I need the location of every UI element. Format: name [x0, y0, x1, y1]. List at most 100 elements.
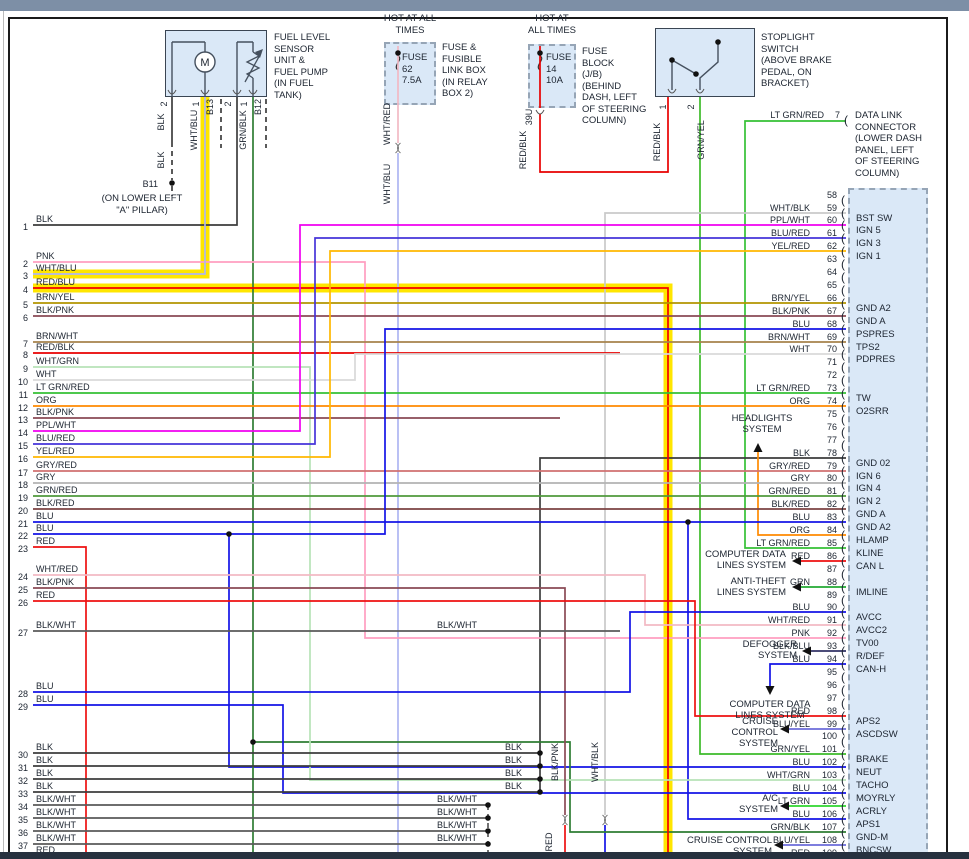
wire-color-label: WHT/GRN	[36, 356, 79, 366]
junction-dot	[669, 57, 675, 63]
junction-dot	[537, 789, 543, 795]
fuel-unit-internal-wires	[171, 41, 254, 97]
junction-dot	[250, 739, 256, 745]
wire-color-label: BLK	[505, 755, 522, 765]
junction-dot	[395, 50, 401, 56]
circuit-number: 32	[18, 776, 28, 786]
circuit-number: 4	[23, 285, 28, 295]
pin-number: 91	[827, 615, 837, 625]
pin-bracket-icon: (	[841, 580, 845, 594]
pin-number: 81	[827, 486, 837, 496]
wire	[33, 600, 846, 717]
pin-function-label: MOYRLY	[856, 793, 896, 804]
pin-bracket-icon: (	[841, 618, 845, 632]
wire-color-label: BLU	[792, 757, 810, 767]
circuit-number: 5	[23, 300, 28, 310]
pin-number: 107	[822, 822, 837, 832]
pin-number: 59	[827, 203, 837, 213]
wire-color-label: RED	[36, 536, 56, 546]
wire-color-label: ORG	[789, 396, 810, 406]
pin-bracket-icon: (	[841, 747, 845, 761]
pin-bracket-icon: (	[841, 825, 845, 839]
circuit-number: 18	[18, 480, 28, 490]
wire-color-label: BLK/WHT	[36, 620, 77, 630]
junction-dot	[537, 750, 543, 756]
wire-color-label: BLU/YEL	[773, 835, 810, 845]
wire-color-label: BLK/WHT	[437, 620, 478, 630]
wire	[33, 261, 846, 639]
wire-color-label: RED	[36, 845, 56, 855]
wire-color-label: BLK/PNK	[36, 407, 74, 417]
pin-bracket-icon: (	[841, 425, 845, 439]
pin-bracket-icon: (	[841, 464, 845, 478]
fuse-14-box	[528, 44, 576, 108]
stoplight-switch-contacts-icon	[671, 42, 719, 90]
pin-bracket-icon: (	[841, 812, 845, 826]
pin-function-label: BST SW	[856, 213, 892, 224]
junction-dot	[169, 180, 175, 186]
wire-color-label: BRN/YEL	[36, 292, 75, 302]
rotated-wire-label: WHT/RED	[382, 103, 392, 145]
wire-color-label: BLK	[36, 768, 53, 778]
pin-bracket-icon: (	[841, 244, 845, 258]
circuit-number: 17	[18, 468, 28, 478]
wire-color-label: GRN/RED	[36, 485, 78, 495]
misc-label: LT GRN/RED	[770, 110, 824, 120]
rotated-wire-label: BLK/PNK	[550, 743, 560, 781]
pin-bracket-icon: (	[841, 335, 845, 349]
highlight-trace	[33, 283, 673, 859]
pin-bracket-icon: (	[841, 786, 845, 800]
pin-number: 76	[827, 422, 837, 432]
pin-number: 86	[827, 551, 837, 561]
pin-number: 103	[822, 770, 837, 780]
wire	[33, 574, 846, 626]
wire-color-label: BLK	[505, 768, 522, 778]
wire-color-label: ORG	[789, 525, 810, 535]
pin-number: 99	[827, 719, 837, 729]
pin-bracket-icon: (	[841, 722, 845, 736]
circuit-number: 2	[23, 259, 28, 269]
rotated-wire-label: GRN/YEL	[696, 120, 706, 160]
pin-bracket-icon: (	[841, 773, 845, 787]
pin-number: 93	[827, 641, 837, 651]
misc-label: 7	[835, 110, 840, 120]
wire	[539, 97, 669, 173]
wire-color-label: GRN	[790, 577, 810, 587]
wire-color-label: BLK	[793, 448, 810, 458]
rotated-wire-label: 1	[239, 101, 249, 106]
pin-number: 98	[827, 706, 837, 716]
pin-bracket-icon: (	[841, 554, 845, 568]
junction-dot	[485, 828, 491, 834]
wire-color-label: BLK/RED	[36, 498, 75, 508]
wire-color-label: LT GRN	[778, 796, 810, 806]
wire	[33, 587, 566, 816]
circuit-number: 13	[18, 415, 28, 425]
system-arrow-icon	[792, 582, 801, 592]
fuse14-hot-label: HOT AT ALL TIMES	[527, 13, 577, 36]
circuit-number: 20	[18, 506, 28, 516]
pin-function-label: KLINE	[856, 548, 883, 559]
pin-function-label: IMLINE	[856, 587, 888, 598]
wire-color-label: BLK/WHT	[36, 820, 77, 830]
pin-number: 88	[827, 577, 837, 587]
pin-number: 85	[827, 538, 837, 548]
circuit-number: 23	[18, 544, 28, 554]
wire-color-label: BLU	[36, 511, 54, 521]
wire-color-label: BLK/WHT	[36, 807, 77, 817]
rotated-wire-label: RED/BLK	[652, 123, 662, 162]
system-label: LINES SYSTEM	[717, 560, 786, 571]
pin-bracket-icon: (	[841, 567, 845, 581]
pin-number: 105	[822, 796, 837, 806]
wire-break-icon	[602, 814, 606, 826]
circuit-number: 1	[23, 222, 28, 232]
circuit-number: 31	[18, 763, 28, 773]
pin-bracket-icon: (	[841, 451, 845, 465]
circuit-number: 11	[19, 390, 28, 400]
wire-color-label: WHT	[36, 369, 57, 379]
wire-color-label: GRY	[36, 472, 55, 482]
system-arrow-icon	[780, 801, 789, 811]
wire-color-label: BLK/WHT	[437, 820, 478, 830]
wire-color-label: BLU	[792, 783, 810, 793]
pin-number: 75	[827, 409, 837, 419]
pin-number: 63	[827, 254, 837, 264]
